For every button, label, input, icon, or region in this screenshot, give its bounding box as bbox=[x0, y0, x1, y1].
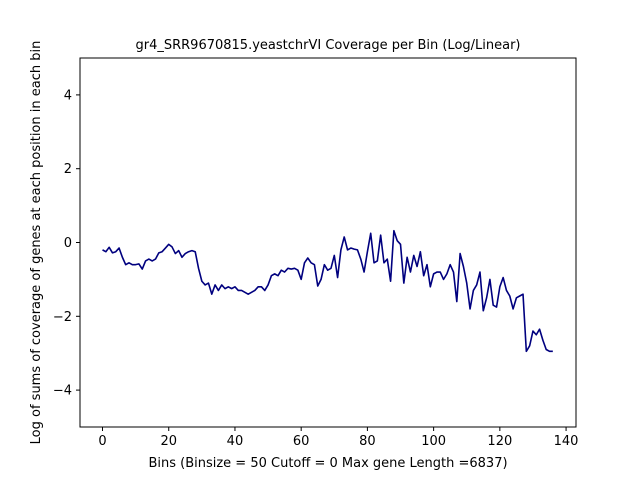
x-tick-label: 40 bbox=[227, 434, 244, 449]
y-tick-label: 0 bbox=[64, 236, 72, 251]
x-tick-label: 140 bbox=[554, 434, 579, 449]
x-tick-label: 20 bbox=[160, 434, 177, 449]
x-axis: 0 20 40 60 80 100 120 140 bbox=[98, 427, 578, 449]
series-line-0 bbox=[102, 229, 553, 353]
y-axis-title: Log of sums of coverage of genes at each… bbox=[29, 41, 44, 445]
x-tick-label: 80 bbox=[359, 434, 376, 449]
x-tick-label: 60 bbox=[293, 434, 310, 449]
y-axis: −4 −2 0 2 4 bbox=[53, 88, 80, 399]
plot-area bbox=[102, 229, 553, 353]
x-tick-label: 120 bbox=[487, 434, 512, 449]
chart-title: gr4_SRR9670815.yeastchrVI Coverage per B… bbox=[135, 38, 520, 53]
y-tick-label: −2 bbox=[53, 310, 72, 325]
x-tick-label: 100 bbox=[421, 434, 446, 449]
x-tick-label: 0 bbox=[98, 434, 106, 449]
y-tick-label: 2 bbox=[64, 162, 72, 177]
x-axis-title: Bins (Binsize = 50 Cutoff = 0 Max gene L… bbox=[148, 456, 507, 471]
y-tick-label: −4 bbox=[53, 384, 72, 399]
y-tick-label: 4 bbox=[64, 88, 72, 103]
